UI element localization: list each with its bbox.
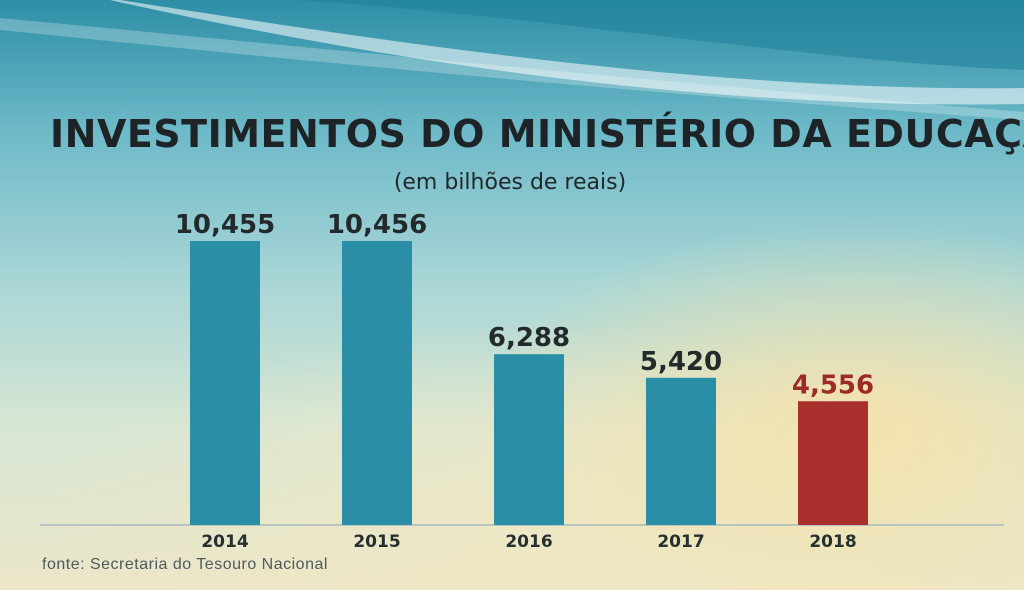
bar-2015 <box>342 241 412 525</box>
tick-label-2018: 2018 <box>809 532 856 552</box>
tick-labels-group: 2014 2015 2016 2017 2018 <box>201 532 856 552</box>
value-label-2015: 10,456 <box>327 210 427 240</box>
value-label-2016: 6,288 <box>488 323 570 353</box>
tick-label-2014: 2014 <box>201 532 248 552</box>
bar-2017 <box>646 377 716 525</box>
bars-group <box>190 241 868 525</box>
bar-2016 <box>494 354 564 525</box>
tick-label-2017: 2017 <box>657 532 704 552</box>
chart-title: INVESTIMENTOS DO MINISTÉRIO DA EDUCAÇÃO <box>50 112 1024 156</box>
value-label-2018: 4,556 <box>792 370 874 400</box>
bar-2018 <box>798 401 868 525</box>
source-note: fonte: Secretaria do Tesouro Nacional <box>42 556 328 573</box>
value-label-2014: 10,455 <box>175 210 275 240</box>
chart-subtitle: (em bilhões de reais) <box>393 170 627 195</box>
value-labels-group: 10,455 10,456 6,288 5,420 4,556 <box>175 210 874 400</box>
tick-label-2016: 2016 <box>505 532 552 552</box>
value-label-2017: 5,420 <box>640 347 722 377</box>
tick-label-2015: 2015 <box>353 532 400 552</box>
bar-2014 <box>190 241 260 525</box>
